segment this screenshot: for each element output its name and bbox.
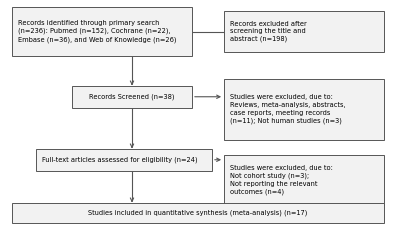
Text: Studies included in quantitative synthesis (meta-analysis) (n=17): Studies included in quantitative synthes… (88, 209, 308, 216)
FancyBboxPatch shape (224, 155, 384, 205)
FancyBboxPatch shape (224, 11, 384, 52)
Text: Studies were excluded, due to:
Reviews, meta-analysis, abstracts,
case reports, : Studies were excluded, due to: Reviews, … (230, 94, 346, 124)
Text: Records identified through primary search
(n=236): Pubmed (n=152), Cochrane (n=2: Records identified through primary searc… (18, 20, 176, 43)
Text: Records excluded after
screening the title and
abstract (n=198): Records excluded after screening the tit… (230, 20, 307, 43)
FancyBboxPatch shape (72, 86, 192, 108)
Text: Records Screened (n=38): Records Screened (n=38) (89, 94, 175, 100)
Text: Studies were excluded, due to:
Not cohort study (n=3);
Not reporting the relevan: Studies were excluded, due to: Not cohor… (230, 165, 333, 195)
FancyBboxPatch shape (224, 79, 384, 140)
FancyBboxPatch shape (12, 7, 192, 56)
FancyBboxPatch shape (36, 148, 212, 171)
Text: Full-text articles assessed for eligibility (n=24): Full-text articles assessed for eligibil… (42, 157, 198, 163)
FancyBboxPatch shape (12, 202, 384, 223)
